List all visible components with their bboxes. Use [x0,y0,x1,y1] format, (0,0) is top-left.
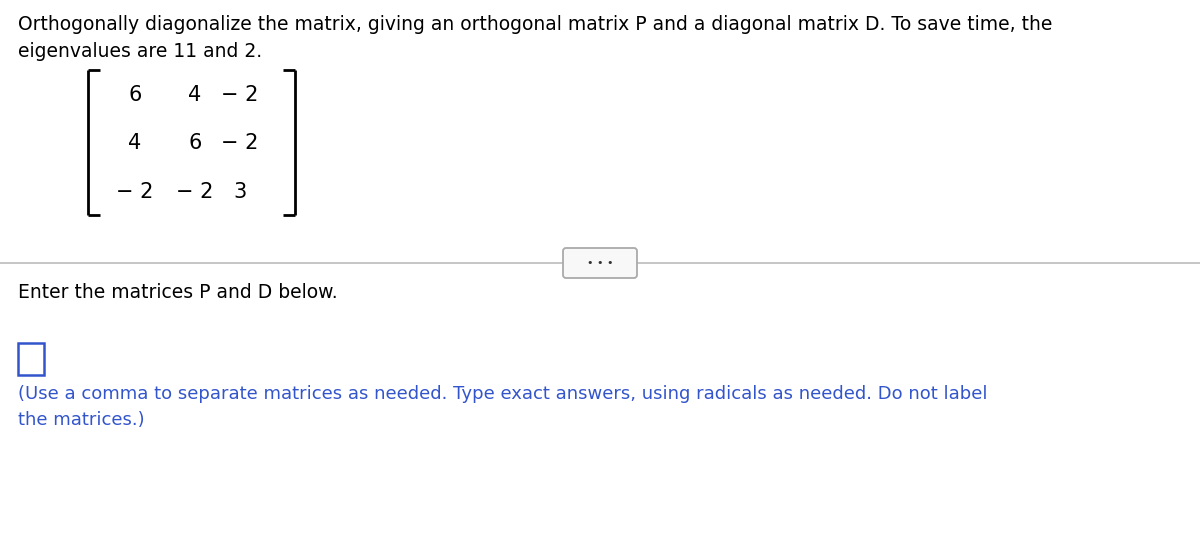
Text: 4: 4 [128,133,142,153]
Text: 6: 6 [128,85,142,105]
Text: − 2: − 2 [221,133,259,153]
FancyBboxPatch shape [563,248,637,278]
Text: 4: 4 [188,85,202,105]
Text: Enter the matrices P and D below.: Enter the matrices P and D below. [18,283,337,302]
Text: − 2: − 2 [221,85,259,105]
Text: 6: 6 [188,133,202,153]
Text: 3: 3 [233,182,247,202]
Text: − 2: − 2 [116,182,154,202]
Text: (Use a comma to separate matrices as needed. Type exact answers, using radicals : (Use a comma to separate matrices as nee… [18,385,988,429]
Text: − 2: − 2 [176,182,214,202]
Bar [18,343,44,375]
Text: • • •: • • • [587,258,613,268]
Text: Orthogonally diagonalize the matrix, giving an orthogonal matrix P and a diagona: Orthogonally diagonalize the matrix, giv… [18,15,1052,61]
